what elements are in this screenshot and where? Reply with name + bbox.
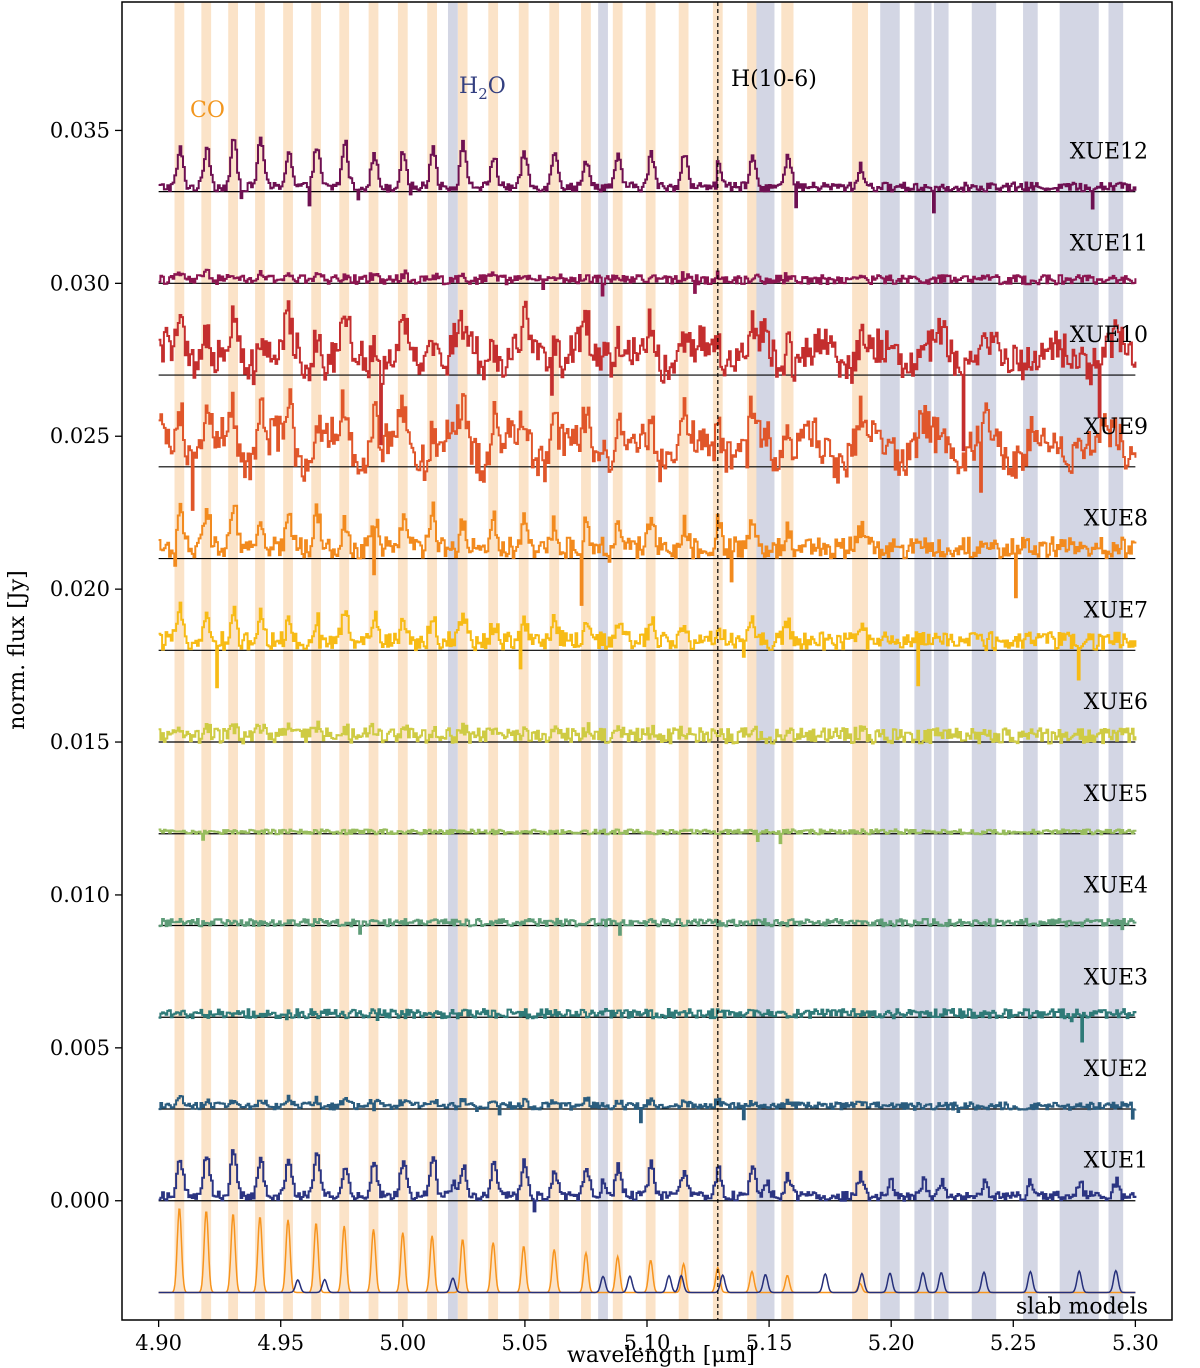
y-tick-label: 0.015 (50, 730, 110, 754)
y-axis-ticks: 0.000 0.005 0.010 0.015 0.020 0.025 0.030 0.035 (50, 118, 122, 1213)
spectrum-xue12 (158, 136, 1137, 214)
spectrum-xue10 (158, 300, 1137, 452)
co-band (747, 2, 757, 1320)
x-tick-label: 5.05 (502, 1331, 549, 1355)
spectrum-label: XUE6 (1084, 690, 1148, 715)
co-band (518, 2, 529, 1320)
spectrum-xue5 (158, 828, 1137, 845)
spectrum-label: XUE10 (1070, 323, 1148, 348)
co-band (427, 2, 437, 1320)
spectrum-xue2 (158, 1094, 1137, 1124)
spectrum-labels: XUE12 XUE11 XUE10 XUE9 XUE8 XUE7 XUE6 XUE5 XUE4 X… (1016, 140, 1148, 1320)
x-tick-label: 5.20 (868, 1331, 915, 1355)
h2o-annotation: H2O (459, 74, 506, 103)
x-axis-title: wavelength [μm] (567, 1343, 755, 1368)
x-tick-label: 5.15 (746, 1331, 793, 1355)
h2o-band (933, 2, 949, 1320)
spectrum-label: XUE2 (1084, 1057, 1148, 1082)
y-tick-label: 0.000 (50, 1189, 110, 1213)
h2o-band (598, 2, 608, 1320)
x-axis-ticks: 4.90 4.95 5.00 5.05 5.10 5.15 5.20 5.25 5.30 (135, 1320, 1159, 1355)
y-tick-label: 0.025 (50, 424, 110, 448)
co-band (283, 2, 293, 1320)
h2o-o: O (488, 74, 506, 99)
spectra-series (158, 136, 1137, 1213)
spectrum-xue7 (158, 601, 1137, 689)
co-band (457, 2, 468, 1320)
x-tick-label: 5.00 (379, 1331, 426, 1355)
y-tick-label: 0.010 (50, 883, 110, 907)
spectrum-xue9 (158, 388, 1137, 511)
x-tick-label: 4.90 (135, 1331, 182, 1355)
spectrum-label: XUE11 (1070, 231, 1148, 256)
spectrum-label: XUE5 (1084, 782, 1148, 807)
h2o-slab-model (158, 1269, 1136, 1294)
h2o-subscript: 2 (478, 85, 488, 103)
co-band (581, 2, 591, 1320)
spectrum-xue11 (158, 268, 1137, 297)
spectrum-label: XUE12 (1070, 140, 1148, 165)
co-band (678, 2, 689, 1320)
h2o-band (880, 2, 900, 1320)
h2o-band (971, 2, 997, 1320)
co-band (612, 2, 623, 1320)
x-tick-label: 5.25 (990, 1331, 1037, 1355)
co-band (368, 2, 379, 1320)
h2o-band (447, 2, 458, 1320)
y-tick-label: 0.005 (50, 1036, 110, 1060)
spectrum-xue1 (158, 1149, 1137, 1213)
co-band (311, 2, 322, 1320)
co-band (339, 2, 350, 1320)
spectrum-xue6 (158, 720, 1137, 745)
co-band (488, 2, 499, 1320)
co-band (645, 2, 656, 1320)
spectrum-label: XUE4 (1084, 874, 1148, 899)
spectrum-xue4 (158, 917, 1137, 936)
slab-models-label: slab models (1016, 1294, 1148, 1319)
co-band (781, 2, 794, 1320)
x-tick-label: 4.95 (257, 1331, 304, 1355)
h2o-band (756, 2, 775, 1320)
y-axis-title: norm. flux [Jy] (5, 570, 30, 729)
spectrum-xue3 (158, 1008, 1137, 1043)
h2o-band (1108, 2, 1124, 1320)
spectrum-label: XUE7 (1084, 598, 1148, 623)
x-tick-label: 5.30 (1112, 1331, 1159, 1355)
y-tick-label: 0.030 (50, 271, 110, 295)
x-tick-label: 5.10 (624, 1331, 671, 1355)
h2o-h: H (459, 74, 478, 99)
y-tick-label: 0.020 (50, 577, 110, 601)
co-band (201, 2, 212, 1320)
slab-models (158, 1208, 1136, 1294)
co-band (549, 2, 560, 1320)
co-band (255, 2, 265, 1320)
spectrum-label: XUE8 (1084, 507, 1148, 532)
co-band (852, 2, 868, 1320)
h2o-band (1023, 2, 1038, 1320)
spectrum-label: XUE1 (1084, 1149, 1148, 1174)
co-band (397, 2, 408, 1320)
hline-annotation: H(10-6) (731, 67, 817, 92)
co-band (174, 2, 185, 1320)
co-band (228, 2, 238, 1320)
line-bands (174, 2, 1124, 1320)
spectrum-label: XUE9 (1084, 415, 1148, 440)
y-tick-label: 0.035 (50, 118, 110, 142)
co-annotation: CO (190, 98, 225, 123)
spectrum-xue8 (158, 501, 1137, 606)
spectrum-label: XUE3 (1084, 965, 1148, 990)
